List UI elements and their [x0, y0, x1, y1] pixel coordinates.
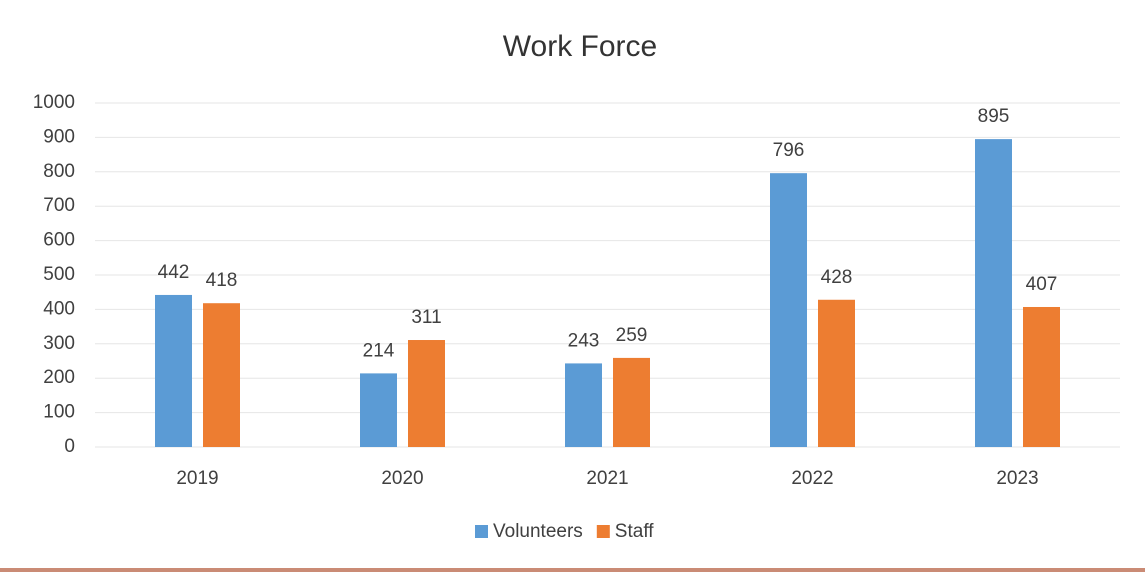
data-label: 895	[978, 106, 1010, 127]
data-label: 418	[206, 270, 238, 291]
x-tick-label: 2019	[176, 468, 218, 489]
data-label: 407	[1026, 274, 1058, 295]
bar	[818, 299, 855, 447]
x-tick-label: 2020	[381, 468, 423, 489]
legend-label: Volunteers	[493, 521, 583, 542]
bar	[975, 139, 1012, 447]
y-tick-label: 1000	[33, 92, 75, 113]
x-tick-label: 2022	[791, 468, 833, 489]
y-tick-label: 500	[43, 264, 75, 285]
bar	[613, 357, 650, 447]
x-tick-label: 2021	[586, 468, 628, 489]
data-label: 796	[773, 140, 805, 161]
legend-label: Staff	[615, 521, 654, 542]
data-label: 442	[158, 262, 190, 283]
y-tick-label: 900	[43, 126, 75, 147]
x-tick-label: 2023	[996, 468, 1038, 489]
data-label: 311	[411, 307, 441, 328]
y-tick-label: 100	[43, 402, 75, 423]
y-tick-label: 300	[43, 333, 75, 354]
legend-swatch	[475, 525, 488, 538]
y-tick-label: 600	[43, 230, 75, 251]
bar	[408, 340, 445, 447]
y-tick-label: 0	[64, 436, 75, 457]
data-label: 428	[821, 267, 853, 288]
bottom-border	[0, 568, 1145, 572]
bar	[155, 294, 192, 447]
y-tick-label: 800	[43, 161, 75, 182]
bar	[1023, 306, 1060, 447]
y-tick-label: 700	[43, 195, 75, 216]
bar	[770, 173, 807, 447]
bar	[565, 363, 602, 447]
legend-swatch	[596, 525, 610, 538]
y-tick-label: 400	[43, 298, 75, 319]
chart-title: Work Force	[503, 30, 657, 63]
data-label: 214	[363, 340, 395, 361]
bar	[360, 373, 397, 447]
y-tick-label: 200	[43, 367, 75, 388]
data-label: 243	[568, 330, 600, 351]
data-label: 259	[616, 325, 648, 346]
bar	[203, 303, 240, 447]
